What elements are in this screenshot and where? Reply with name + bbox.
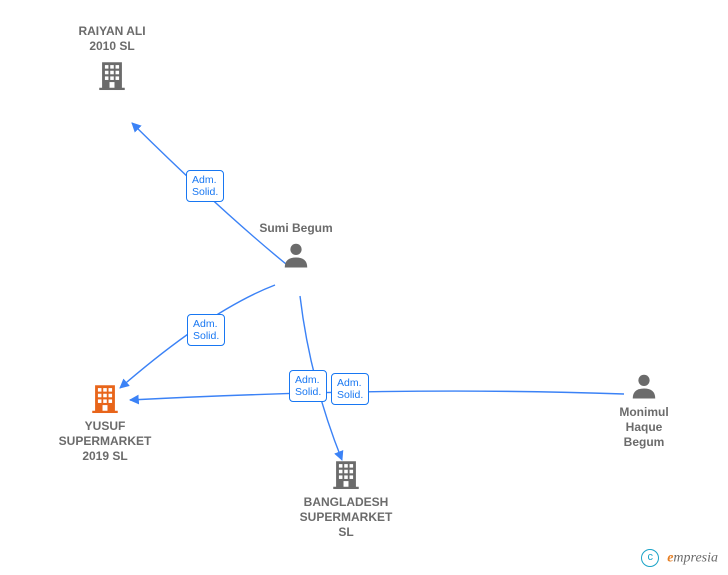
person-icon [589, 371, 699, 401]
copyright-icon: c [641, 549, 659, 567]
watermark: c empresia [641, 549, 718, 567]
node-raiyan[interactable]: RAIYAN ALI2010 SL [57, 24, 167, 92]
node-bangla[interactable]: BANGLADESHSUPERMARKETSL [291, 457, 401, 540]
node-label: YUSUFSUPERMARKET2019 SL [50, 419, 160, 464]
node-sumi[interactable]: Sumi Begum [241, 221, 351, 270]
brand-name: empresia [667, 550, 718, 565]
building-icon [57, 58, 167, 92]
person-icon [241, 240, 351, 270]
node-label: MonimulHaqueBegum [589, 405, 699, 450]
edge-label-e3: Adm. Solid. [289, 370, 327, 402]
node-yusuf[interactable]: YUSUFSUPERMARKET2019 SL [50, 381, 160, 464]
edge-label-e4: Adm. Solid. [331, 373, 369, 405]
diagram-stage: Adm. Solid.Adm. Solid.Adm. Solid.Adm. So… [0, 0, 728, 575]
node-label: BANGLADESHSUPERMARKETSL [291, 495, 401, 540]
building-icon [50, 381, 160, 415]
edge-label-e2: Adm. Solid. [187, 314, 225, 346]
building-icon [291, 457, 401, 491]
node-label: RAIYAN ALI2010 SL [57, 24, 167, 54]
edge-label-e1: Adm. Solid. [186, 170, 224, 202]
edge-e4 [130, 391, 624, 400]
node-monimul[interactable]: MonimulHaqueBegum [589, 371, 699, 450]
node-label: Sumi Begum [241, 221, 351, 236]
